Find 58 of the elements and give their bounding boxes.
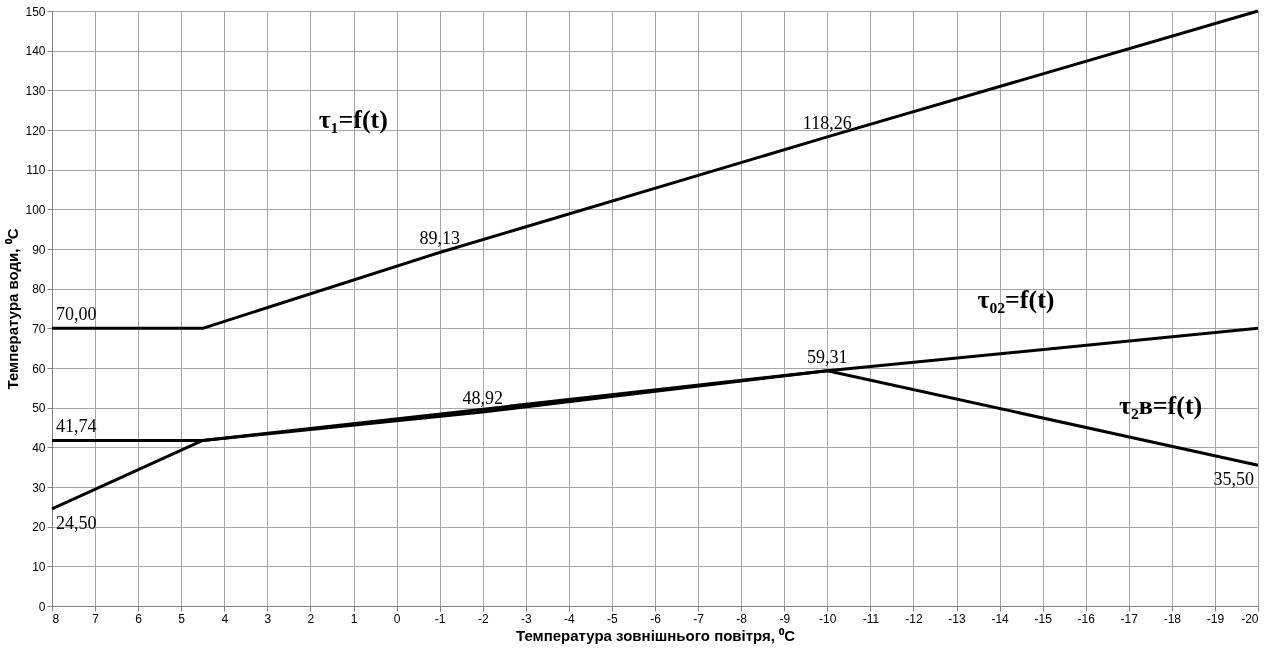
x-tick-label: -10 [819, 611, 837, 626]
annotation: τ₂в=f(t) [1118, 390, 1203, 420]
x-tick-label: -9 [779, 611, 791, 626]
x-tick-label: -11 [862, 611, 880, 626]
x-tick-label: -13 [948, 611, 966, 626]
x-tick-label: 5 [178, 611, 186, 626]
x-tick-label: -16 [1077, 611, 1096, 626]
data-label: 89,13 [419, 228, 460, 249]
x-tick-label: 7 [92, 611, 100, 626]
y-tick-label: 140 [25, 44, 46, 59]
y-tick-label: 80 [32, 282, 46, 297]
data-label: 41,74 [56, 416, 97, 437]
x-tick-label: -12 [905, 611, 923, 626]
x-tick-label: -15 [1034, 611, 1053, 626]
y-tick-label: 70 [32, 321, 46, 336]
data-label: 70,00 [56, 304, 97, 325]
y-tick-label: 40 [32, 440, 46, 455]
x-tick-label: 1 [350, 611, 358, 626]
annotation: τ₀₂=f(t) [977, 285, 1055, 315]
y-axis-title: Температура води, ⁰С [4, 228, 22, 390]
data-label: 59,31 [807, 346, 848, 367]
y-tick-label: 100 [25, 202, 46, 217]
x-tick-label: 6 [135, 611, 143, 626]
x-tick-label: -19 [1206, 611, 1225, 626]
data-label: 24,50 [56, 512, 97, 533]
x-tick-label: 3 [264, 611, 272, 626]
x-tick-label: -4 [564, 611, 576, 626]
x-tick-label: -14 [991, 611, 1010, 626]
y-tick-label: 50 [32, 401, 46, 416]
y-tick-label: 20 [32, 520, 46, 535]
x-tick-label: 0 [393, 611, 401, 626]
x-tick-label: -1 [434, 611, 446, 626]
x-tick-label: 4 [221, 611, 229, 626]
annotation: τ₁=f(t) [318, 104, 388, 134]
y-tick-label: 90 [32, 242, 46, 257]
y-tick-label: 120 [25, 123, 46, 138]
y-tick-label: 60 [32, 361, 46, 376]
x-tick-label: -8 [736, 611, 748, 626]
x-tick-label: -3 [520, 611, 532, 626]
x-tick-label: -7 [693, 611, 705, 626]
data-label: 35,50 [1213, 469, 1254, 490]
y-tick-label: 150 [25, 4, 46, 19]
y-tick-label: 30 [32, 480, 46, 495]
x-tick-label: -6 [650, 611, 662, 626]
x-tick-label: -20 [1241, 611, 1259, 626]
x-tick-label: 8 [52, 611, 60, 626]
y-tick-label: 130 [25, 83, 46, 98]
y-tick-label: 10 [32, 559, 46, 574]
x-tick-label: 2 [307, 611, 315, 626]
x-tick-label: -18 [1163, 611, 1182, 626]
data-label: 118,26 [802, 112, 852, 133]
x-tick-label: -2 [477, 611, 489, 626]
y-tick-label: 0 [38, 599, 46, 614]
x-tick-label: -17 [1120, 611, 1139, 626]
x-tick-label: -5 [607, 611, 619, 626]
y-tick-label: 110 [26, 163, 46, 178]
data-label: 48,92 [462, 387, 503, 408]
x-axis-title: Температура зовнішнього повітря, ⁰С [516, 626, 796, 644]
